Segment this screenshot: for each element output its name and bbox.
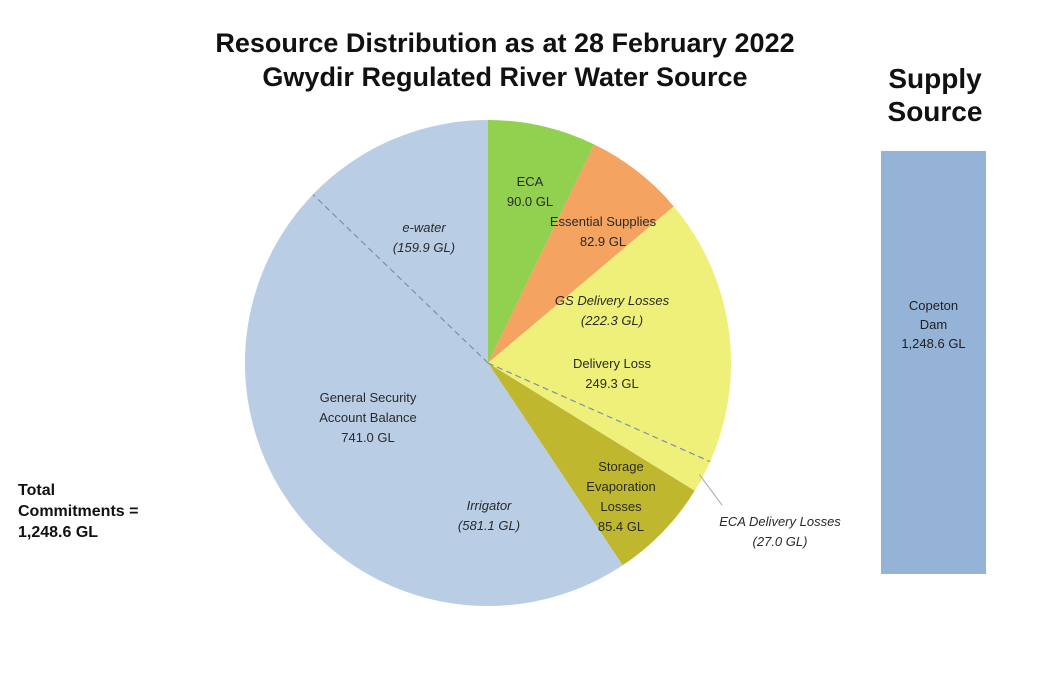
pie-slice-eca — [488, 120, 595, 363]
total-line1: Total — [18, 482, 56, 499]
chart-title-line1: Resource Distribution as at 28 February … — [215, 28, 795, 58]
supply-source-bar — [881, 151, 986, 574]
label-eca-delivery-losses: ECA Delivery Losses (27.0 GL) — [719, 514, 841, 549]
label-storage-evaporation-losses: Storage Evaporation Losses 85.4 GL — [586, 459, 655, 534]
label-e-water: e-water (159.9 GL) — [393, 220, 455, 255]
supply-label-line2: Dam — [919, 317, 948, 332]
label-irrigator: Irrigator (581.1 GL) — [458, 498, 520, 533]
supply-source-title: Supply Source — [860, 62, 1010, 128]
supply-title-line2: Source — [887, 96, 983, 127]
label-eca: ECA 90.0 GL — [507, 174, 553, 209]
chart-title: Resource Distribution as at 28 February … — [100, 26, 910, 94]
supply-label-line1: Copeton — [908, 298, 959, 313]
supply-title-line1: Supply — [888, 63, 982, 94]
label-general-security: General Security Account Balance 741.0 GL — [319, 390, 417, 445]
divider-e-water-irrigator — [312, 194, 489, 364]
pie-slice-essential-supplies — [488, 144, 674, 363]
pie-slice-storage-evaporation-losses — [488, 363, 695, 566]
divider-delivery-losses — [487, 362, 711, 463]
label-essential-supplies: Essential Supplies 82.9 GL — [550, 214, 657, 249]
label-gs-delivery-losses: GS Delivery Losses (222.3 GL) — [555, 293, 670, 328]
leader-line-eca-delivery-losses — [698, 474, 723, 506]
total-commitments: Total Commitments = 1,248.6 GL — [18, 480, 138, 543]
supply-source-label: Copeton Dam 1,248.6 GL — [881, 296, 986, 353]
chart-subtitle: Gwydir Regulated River Water Source — [262, 62, 748, 92]
total-line2: Commitments = — [18, 503, 139, 520]
pie-slice-general-security-account-balance — [244, 120, 623, 606]
supply-label-line3: 1,248.6 GL — [901, 336, 966, 351]
label-delivery-loss: Delivery Loss 249.3 GL — [573, 356, 652, 391]
total-line3: 1,248.6 GL — [18, 524, 99, 541]
pie-slice-delivery-loss — [488, 206, 731, 491]
